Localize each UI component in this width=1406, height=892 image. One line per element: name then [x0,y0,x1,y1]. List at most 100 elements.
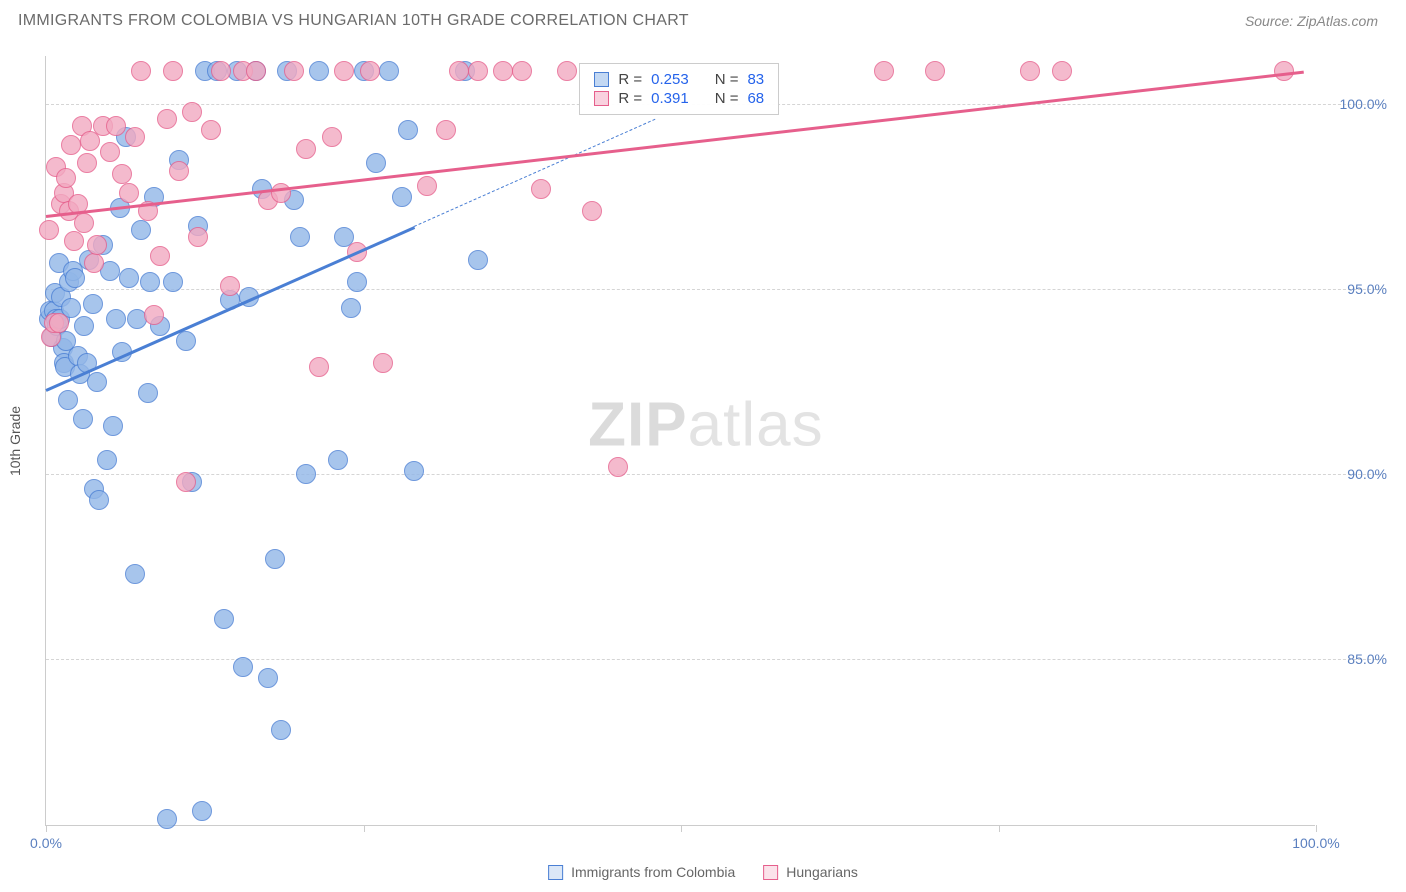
scatter-point-colombia [392,187,412,207]
scatter-point-hungarians [309,357,329,377]
scatter-point-hungarians [373,353,393,373]
scatter-point-hungarians [557,61,577,81]
scatter-point-colombia [296,464,316,484]
scatter-point-hungarians [1052,61,1072,81]
scatter-point-hungarians [77,153,97,173]
scatter-point-colombia [366,153,386,173]
scatter-point-hungarians [119,183,139,203]
scatter-point-hungarians [1020,61,1040,81]
scatter-point-colombia [106,309,126,329]
scatter-point-hungarians [61,135,81,155]
scatter-point-hungarians [56,168,76,188]
scatter-point-hungarians [39,220,59,240]
stat-n-value: 83 [747,71,764,88]
scatter-point-hungarians [925,61,945,81]
scatter-point-colombia [74,316,94,336]
y-tick-label: 95.0% [1347,281,1387,297]
stat-r-value: 0.391 [651,90,689,107]
scatter-point-hungarians [582,201,602,221]
scatter-point-colombia [131,220,151,240]
scatter-point-hungarians [296,139,316,159]
scatter-point-colombia [65,268,85,288]
scatter-point-hungarians [106,116,126,136]
scatter-point-hungarians [176,472,196,492]
scatter-point-hungarians [468,61,488,81]
scatter-point-hungarians [608,457,628,477]
gridline [46,474,1381,475]
chart-title: IMMIGRANTS FROM COLOMBIA VS HUNGARIAN 10… [18,12,689,30]
scatter-point-colombia [83,294,103,314]
stats-row: R =0.391N =68 [594,89,764,108]
scatter-point-hungarians [874,61,894,81]
scatter-point-hungarians [112,164,132,184]
scatter-point-hungarians [64,231,84,251]
scatter-point-colombia [58,390,78,410]
plot-area: ZIPatlas 85.0%90.0%95.0%100.0%0.0%100.0%… [45,56,1315,826]
stats-box: R =0.253N =83R =0.391N =68 [579,63,779,115]
y-tick-label: 100.0% [1340,96,1387,112]
scatter-point-colombia [157,809,177,829]
scatter-point-colombia [163,272,183,292]
scatter-point-hungarians [284,61,304,81]
scatter-point-colombia [379,61,399,81]
scatter-point-hungarians [150,246,170,266]
x-tick-label: 0.0% [30,835,62,851]
scatter-point-hungarians [144,305,164,325]
scatter-point-hungarians [157,109,177,129]
scatter-point-colombia [341,298,361,318]
legend-item-hungarians: Hungarians [763,864,858,880]
scatter-point-hungarians [436,120,456,140]
scatter-point-colombia [233,657,253,677]
scatter-point-colombia [89,490,109,510]
scatter-point-colombia [125,564,145,584]
scatter-point-colombia [214,609,234,629]
legend-swatch [594,72,609,87]
scatter-point-colombia [271,720,291,740]
scatter-point-hungarians [49,313,69,333]
scatter-point-colombia [192,801,212,821]
stat-n-label: N = [715,90,739,107]
stat-r-value: 0.253 [651,71,689,88]
scatter-point-hungarians [360,61,380,81]
scatter-point-hungarians [271,183,291,203]
legend-swatch [594,91,609,106]
scatter-point-colombia [176,331,196,351]
scatter-point-hungarians [169,161,189,181]
scatter-point-hungarians [182,102,202,122]
scatter-point-colombia [119,268,139,288]
scatter-point-hungarians [449,61,469,81]
scatter-point-hungarians [493,61,513,81]
scatter-point-hungarians [246,61,266,81]
scatter-point-hungarians [201,120,221,140]
scatter-point-colombia [347,272,367,292]
legend-item-colombia: Immigrants from Colombia [548,864,735,880]
scatter-point-hungarians [131,61,151,81]
scatter-point-hungarians [1274,61,1294,81]
watermark: ZIPatlas [588,390,823,461]
scatter-point-colombia [103,416,123,436]
x-tick-label: 100.0% [1292,835,1339,851]
scatter-point-hungarians [125,127,145,147]
stats-row: R = 0.253 N = 83 [594,70,764,89]
scatter-point-hungarians [322,127,342,147]
x-tick [999,825,1000,832]
stat-n-label: N = [715,71,739,88]
header: IMMIGRANTS FROM COLOMBIA VS HUNGARIAN 10… [0,0,1406,42]
scatter-point-hungarians [531,179,551,199]
legend-label: Immigrants from Colombia [571,864,735,880]
scatter-point-hungarians [417,176,437,196]
source-label: Source: ZipAtlas.com [1245,13,1388,29]
stat-r-label: R = [618,90,642,107]
scatter-point-hungarians [334,61,354,81]
scatter-point-hungarians [220,276,240,296]
chart-container: ZIPatlas 85.0%90.0%95.0%100.0%0.0%100.0%… [45,56,1315,826]
scatter-point-hungarians [211,61,231,81]
scatter-point-colombia [398,120,418,140]
watermark-bold: ZIP [588,391,687,460]
legend-swatch [763,865,778,880]
x-tick [681,825,682,832]
scatter-point-colombia [73,409,93,429]
scatter-point-colombia [468,250,488,270]
scatter-point-colombia [309,61,329,81]
stat-r-label: R = [618,71,642,88]
